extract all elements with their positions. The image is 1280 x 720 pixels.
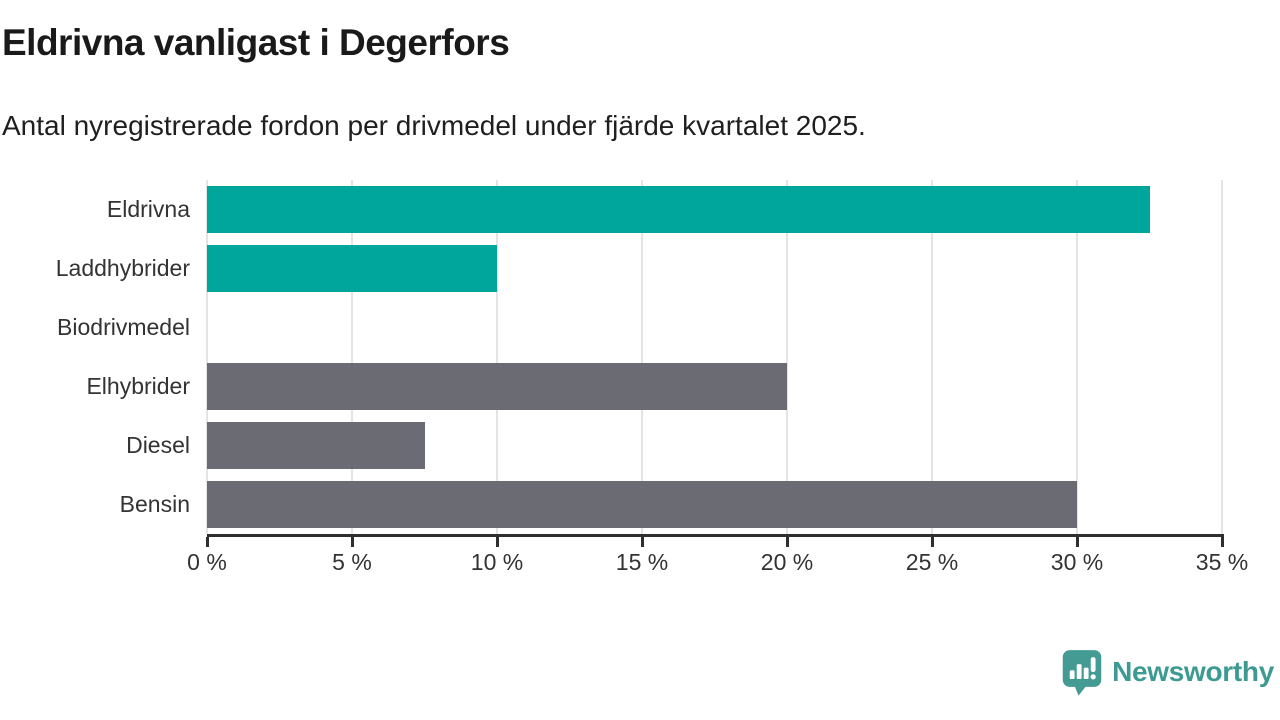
plot-area [206, 180, 1223, 534]
x-tick-0 [205, 537, 209, 547]
x-tick-30 [1075, 537, 1079, 547]
bar-row-biodrivmedel [207, 298, 1222, 357]
x-axis-line [207, 534, 1224, 537]
gridline-25 [931, 180, 933, 534]
bar-row-elhybrider [207, 357, 1222, 416]
category-label-laddhybrider: Laddhybrider [55, 255, 190, 281]
chart-subtitle: Antal nyregistrerade fordon per drivmede… [2, 110, 866, 141]
x-tick-label-20: 20 % [760, 549, 814, 575]
category-label-diesel: Diesel [126, 432, 190, 458]
gridline-35 [1221, 180, 1223, 534]
gridline-15 [641, 180, 643, 534]
bar-bensin [207, 481, 1077, 528]
bar-elhybrider [207, 363, 787, 410]
bar-row-eldrivna [207, 180, 1222, 239]
x-tick-label-30: 30 % [1050, 549, 1104, 575]
x-tick-label-10: 10 % [470, 549, 524, 575]
bar-row-laddhybrider [207, 239, 1222, 298]
brand-logo: Newsworthy [1061, 648, 1274, 696]
gridline-20 [785, 180, 788, 534]
category-axis-labels: Eldrivna Laddhybrider Biodrivmedel Elhybrid… [0, 180, 190, 534]
gridline-5 [350, 180, 353, 534]
x-tick-label-25: 25 % [905, 549, 959, 575]
x-tick-label-5: 5 % [332, 549, 372, 575]
category-label-eldrivna: Eldrivna [106, 196, 190, 222]
gridline-10 [495, 180, 498, 534]
x-tick-25 [930, 537, 934, 547]
gridline-0 [206, 180, 208, 534]
bar-row-diesel [207, 416, 1222, 475]
bar-diesel [207, 422, 425, 469]
x-tick-10 [495, 537, 499, 547]
x-tick-20 [785, 537, 789, 547]
bar-laddhybrider [207, 245, 497, 292]
category-label-biodrivmedel: Biodrivmedel [57, 314, 190, 340]
x-tick-15 [640, 537, 644, 547]
category-label-bensin: Bensin [119, 491, 190, 517]
brand-name: Newsworthy [1112, 656, 1274, 687]
x-tick-35 [1220, 537, 1224, 547]
x-tick-5 [350, 537, 354, 547]
x-tick-label-15: 15 % [615, 549, 669, 575]
gridline-30 [1076, 180, 1078, 534]
category-label-elhybrider: Elhybrider [86, 373, 190, 399]
x-tick-label-0: 0 % [187, 549, 227, 575]
chart-title: Eldrivna vanligast i Degerfors [2, 22, 510, 63]
bar-eldrivna [207, 186, 1150, 233]
x-tick-label-35: 35 % [1195, 549, 1249, 575]
bar-chart-speech-bubble-icon [1062, 650, 1102, 696]
bar-row-bensin [207, 475, 1222, 534]
